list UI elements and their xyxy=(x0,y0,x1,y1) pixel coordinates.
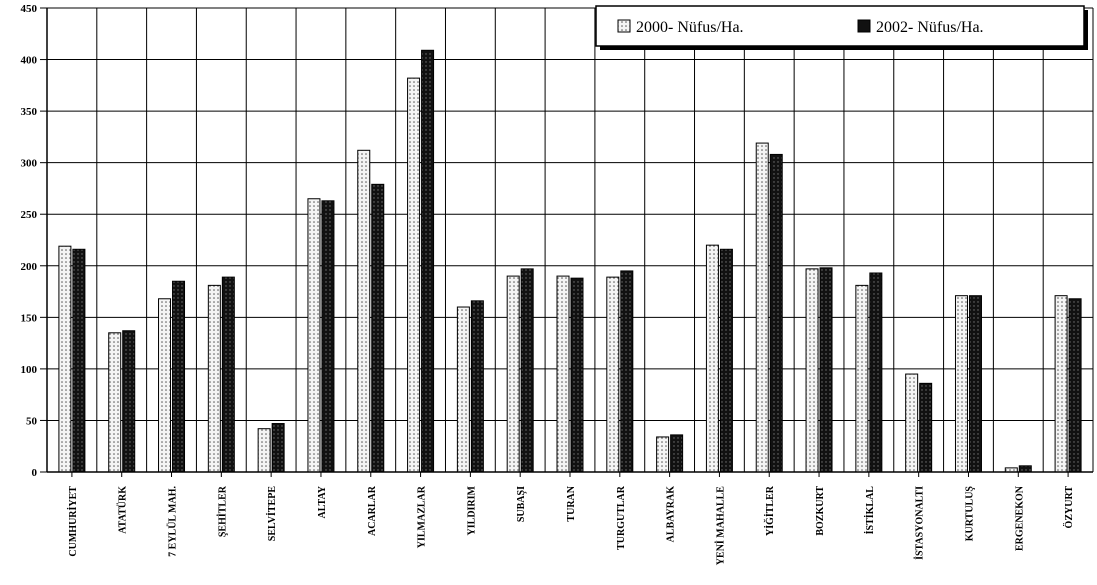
bar-2002 xyxy=(172,280,186,473)
axes xyxy=(46,8,1093,473)
y-axis-ticks: 0 50 100 150 200 250 300 350 400 450 xyxy=(21,3,47,479)
bar-2002 xyxy=(1018,465,1032,473)
bar-2000 xyxy=(506,275,520,473)
x-category-label: ALBAYRAK xyxy=(666,486,677,543)
x-category-label: ALTAY xyxy=(317,485,328,518)
y-tick-label: 400 xyxy=(21,55,38,67)
bar-2002 xyxy=(371,183,385,473)
x-category-label: İSTASYONALTI xyxy=(914,486,926,560)
x-category-label: YENİ MAHALLE xyxy=(714,486,726,566)
bar-2000 xyxy=(905,373,919,473)
x-category-label: ACARLAR xyxy=(367,485,378,536)
y-tick-label: 50 xyxy=(26,415,38,427)
bar-2000 xyxy=(207,284,221,473)
x-category-label: YILMAZLAR xyxy=(417,485,428,548)
grid-lines xyxy=(46,7,1094,473)
bar-2002 xyxy=(421,49,435,473)
y-tick-label: 250 xyxy=(21,209,38,221)
legend: 2000- Nüfus/Ha. 2002- Nüfus/Ha. xyxy=(595,5,1088,50)
bar-2000 xyxy=(257,428,271,473)
bar-2000 xyxy=(58,245,72,473)
bar-2000 xyxy=(954,295,968,473)
x-category-label: ŞEHİTLER xyxy=(216,485,228,537)
bar-2002 xyxy=(769,153,783,473)
x-category-label: BOZKURT xyxy=(815,486,826,536)
bar-2002 xyxy=(72,248,86,473)
bar-2000 xyxy=(456,306,470,473)
y-tick-label: 300 xyxy=(21,158,38,170)
bar-2000 xyxy=(357,149,371,473)
bar-2000 xyxy=(1054,295,1068,473)
x-category-label: İSTİKLAL xyxy=(864,486,876,535)
legend-label: 2000- Nüfus/Ha. xyxy=(636,19,744,36)
bars xyxy=(58,49,1082,473)
x-axis-categories: CUMHURİYET ATATÜRK 7 EYLÜL MAH. ŞEHİTLER SEL… xyxy=(67,472,1075,565)
bar-2000 xyxy=(805,268,819,473)
bar-2000 xyxy=(158,298,172,473)
x-category-label: KURTULUŞ xyxy=(964,486,975,542)
legend-label: 2002- Nüfus/Ha. xyxy=(876,19,984,36)
bar-2002 xyxy=(520,268,534,473)
x-category-label: CUMHURİYET xyxy=(67,486,79,557)
bar-2002 xyxy=(670,434,684,473)
bar-2000 xyxy=(656,436,670,473)
y-tick-label: 350 xyxy=(21,106,38,118)
legend-box xyxy=(595,5,1085,47)
x-category-label: ÖZYURT xyxy=(1062,486,1075,529)
x-category-label: SUBAŞI xyxy=(516,486,527,522)
bar-2000 xyxy=(108,332,122,473)
bar-2002 xyxy=(271,423,285,473)
bar-2002 xyxy=(719,248,733,473)
bar-2002 xyxy=(321,200,335,473)
bar-2002 xyxy=(122,330,136,473)
legend-swatch xyxy=(617,19,631,33)
bar-2002 xyxy=(570,277,584,473)
bar-2000 xyxy=(307,198,321,473)
x-category-label: SELVİTEPE xyxy=(266,486,278,542)
x-category-label: 7 EYLÜL MAH. xyxy=(166,486,179,557)
x-category-label: YİĞİTLER xyxy=(763,485,776,536)
bar-2000 xyxy=(755,142,769,473)
x-category-label: TURGUTLAR xyxy=(616,485,627,550)
legend-swatch xyxy=(857,19,871,33)
bar-2002 xyxy=(1068,298,1082,473)
x-category-label: YILDIRIM xyxy=(466,485,477,535)
y-tick-label: 200 xyxy=(21,261,38,273)
bar-2002 xyxy=(221,276,235,473)
x-category-label: ERGENEKON xyxy=(1014,485,1025,551)
y-tick-label: 0 xyxy=(32,467,38,479)
y-tick-label: 100 xyxy=(21,364,38,376)
x-category-label: ATATÜRK xyxy=(116,486,129,534)
bar-2000 xyxy=(606,276,620,473)
bar-2002 xyxy=(919,382,933,473)
bar-2000 xyxy=(855,284,869,473)
bar-2002 xyxy=(819,267,833,473)
bar-2002 xyxy=(968,295,982,473)
bar-2000 xyxy=(407,77,421,473)
bar-2002 xyxy=(620,270,634,473)
x-category-label: TURAN xyxy=(566,485,577,521)
y-tick-label: 150 xyxy=(21,312,38,324)
bar-2002 xyxy=(470,300,484,473)
bar-2000 xyxy=(705,244,719,473)
bar-2002 xyxy=(869,272,883,473)
bar-2000 xyxy=(556,275,570,473)
y-tick-label: 450 xyxy=(21,3,38,15)
